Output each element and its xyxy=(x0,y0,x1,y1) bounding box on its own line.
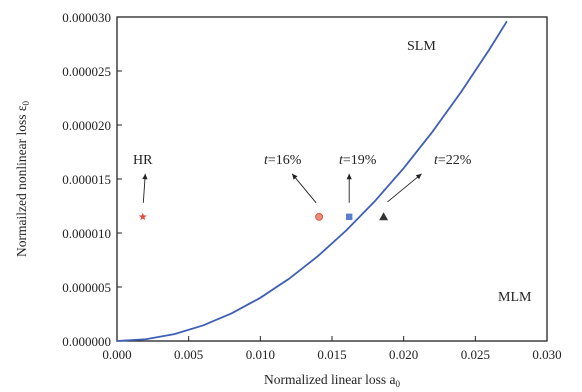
points-layer xyxy=(138,173,422,221)
label-t22-t: t xyxy=(434,153,439,168)
label-t16-value: =16% xyxy=(268,153,302,168)
x-tick-label: 0.030 xyxy=(532,347,561,362)
hr-arrow-head xyxy=(142,173,148,180)
x-tick-label: 0.010 xyxy=(246,347,275,362)
label-t16-t: t xyxy=(264,153,269,168)
y-tick-label: 0.000010 xyxy=(62,226,111,241)
y-tick-label: 0.000020 xyxy=(62,118,111,133)
t16-arrow-head xyxy=(292,173,298,180)
x-tick-label: 0.020 xyxy=(389,347,418,362)
label-t22: t=22% xyxy=(434,153,472,168)
y-tick-label: 0.000000 xyxy=(62,334,111,349)
x-tick-label: 0.015 xyxy=(317,347,346,362)
x-tick-label: 0.000 xyxy=(102,347,131,362)
axis-ticks: 0.000 0.005 0.010 0.015 0.020 0.025 0.030 0.000… xyxy=(62,10,561,362)
t22-arrow-line xyxy=(387,173,422,203)
x-axis-title-main: Normalized linear loss a xyxy=(264,372,396,387)
point-t19-square-marker xyxy=(346,213,353,220)
y-tick-label: 0.000005 xyxy=(62,280,111,295)
x-axis-title: Normalized linear loss a0 xyxy=(264,372,401,389)
y-tick-label: 0.000025 xyxy=(62,64,111,79)
label-t22-value: =22% xyxy=(438,153,472,168)
label-t19-t: t xyxy=(339,153,344,168)
y-axis-title: Normailzed nonlinear loss ε0 xyxy=(14,100,31,257)
point-hr-star-marker xyxy=(138,212,147,221)
label-t19: t=19% xyxy=(339,153,377,168)
region-label-mlm: MLM xyxy=(498,290,532,305)
region-label-slm: SLM xyxy=(407,39,436,54)
label-t16: t=16% xyxy=(264,153,302,168)
t22-arrow-head xyxy=(415,173,422,180)
label-t19-value: =19% xyxy=(343,153,377,168)
point-t16-circle-marker xyxy=(315,212,324,221)
label-hr: HR xyxy=(133,153,153,168)
boundary-curve-layer xyxy=(116,20,508,342)
x-tick-label: 0.025 xyxy=(461,347,490,362)
t19-arrow-head xyxy=(346,173,352,180)
y-axis-title-sub: 0 xyxy=(21,100,31,105)
t16-arrow-line xyxy=(291,173,317,204)
y-axis-title-main: Normailzed nonlinear loss ε xyxy=(14,105,29,257)
plot-frame xyxy=(116,16,548,342)
boundary-curve xyxy=(116,20,508,342)
y-tick-label: 0.000015 xyxy=(62,172,111,187)
x-tick-label: 0.005 xyxy=(174,347,203,362)
point-t22-triangle-marker xyxy=(379,212,389,221)
y-tick-label: 0.000030 xyxy=(62,10,111,25)
x-axis-title-sub: 0 xyxy=(396,379,401,389)
